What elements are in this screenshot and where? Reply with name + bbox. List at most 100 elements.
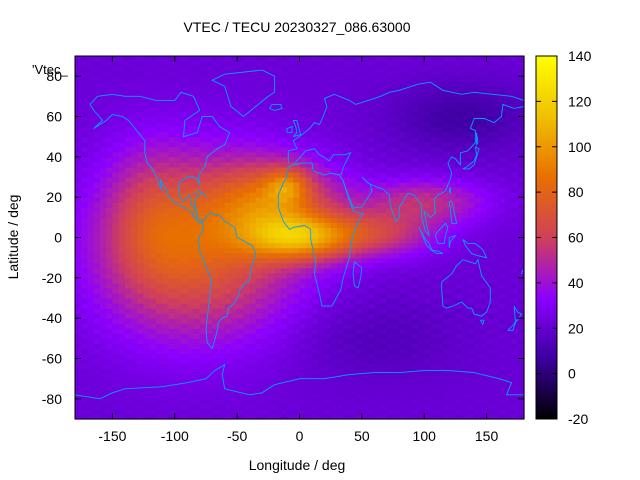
heatmap-cell xyxy=(168,166,176,173)
heatmap-cell xyxy=(143,66,151,72)
heatmap-cell xyxy=(274,313,282,319)
heatmap-cell xyxy=(99,348,107,355)
heatmap-cell xyxy=(205,187,213,193)
heatmap-cell xyxy=(474,207,481,213)
heatmap-cell xyxy=(93,353,101,360)
heatmap-cell xyxy=(99,247,107,254)
heatmap-cell xyxy=(81,86,89,92)
heatmap-cell xyxy=(75,282,82,289)
heatmap-cell xyxy=(505,323,513,329)
heatmap-cell xyxy=(324,262,332,269)
heatmap-cell xyxy=(218,338,226,344)
heatmap-cell xyxy=(486,227,494,234)
heatmap-cell xyxy=(293,378,301,385)
heatmap-cell xyxy=(156,318,163,324)
heatmap-cell xyxy=(480,262,488,269)
heatmap-cell xyxy=(474,146,481,153)
heatmap-cell xyxy=(324,408,332,415)
heatmap-cell xyxy=(399,156,407,163)
heatmap-cell xyxy=(368,237,375,244)
heatmap-cell xyxy=(318,227,326,234)
heatmap-cell xyxy=(417,277,425,284)
heatmap-cell xyxy=(499,151,506,158)
heatmap-cell xyxy=(131,257,138,264)
heatmap-cell xyxy=(168,192,176,198)
heatmap-cell xyxy=(193,182,201,188)
heatmap-cell xyxy=(205,363,213,370)
heatmap-cell xyxy=(349,76,357,82)
heatmap-cell xyxy=(274,91,282,97)
heatmap-cell xyxy=(112,282,120,289)
heatmap-cell xyxy=(274,272,282,279)
heatmap-cell xyxy=(486,393,494,400)
heatmap-cell xyxy=(436,197,444,203)
heatmap-cell xyxy=(486,328,494,334)
heatmap-cell xyxy=(87,247,95,254)
heatmap-cell xyxy=(124,298,132,304)
heatmap-cell xyxy=(262,358,269,365)
heatmap-cell xyxy=(124,151,132,158)
heatmap-cell xyxy=(193,111,201,118)
heatmap-cell xyxy=(355,247,363,254)
heatmap-cell xyxy=(405,353,413,360)
heatmap-cell xyxy=(262,272,269,279)
heatmap-cell xyxy=(249,207,257,213)
heatmap-cell xyxy=(193,257,201,264)
heatmap-cell xyxy=(311,212,319,218)
heatmap-cell xyxy=(424,111,432,118)
heatmap-cell xyxy=(417,353,425,360)
heatmap-cell xyxy=(330,393,338,400)
heatmap-cell xyxy=(287,373,294,380)
heatmap-cell xyxy=(324,76,332,82)
heatmap-cell xyxy=(230,282,238,289)
heatmap-cell xyxy=(318,81,326,87)
heatmap-cell xyxy=(492,111,500,118)
heatmap-cell xyxy=(293,353,301,360)
heatmap-cell xyxy=(449,413,457,420)
heatmap-cell xyxy=(199,308,207,314)
heatmap-cell xyxy=(181,383,188,390)
heatmap-cell xyxy=(243,287,251,294)
heatmap-cell xyxy=(355,353,363,360)
heatmap-cell xyxy=(81,413,89,420)
heatmap-cell xyxy=(343,343,350,350)
heatmap-cell xyxy=(368,393,375,400)
heatmap-cell xyxy=(181,101,188,108)
heatmap-cell xyxy=(212,202,220,208)
heatmap-cell xyxy=(249,161,257,168)
heatmap-cell xyxy=(380,373,388,380)
heatmap-cell xyxy=(162,61,170,67)
heatmap-cell xyxy=(249,292,257,299)
heatmap-cell xyxy=(368,303,375,309)
heatmap-cell xyxy=(168,343,176,350)
heatmap-cell xyxy=(149,353,157,360)
heatmap-cell xyxy=(131,328,138,334)
heatmap-cell xyxy=(311,403,319,410)
heatmap-cell xyxy=(492,131,500,138)
heatmap-cell xyxy=(81,247,89,254)
heatmap-cell xyxy=(156,303,163,309)
heatmap-cell xyxy=(99,151,107,158)
heatmap-cell xyxy=(380,303,388,309)
heatmap-cell xyxy=(199,403,207,410)
heatmap-cell xyxy=(262,91,269,97)
heatmap-cell xyxy=(193,333,201,339)
heatmap-cell xyxy=(305,81,313,87)
heatmap-cell xyxy=(243,151,251,158)
heatmap-cell xyxy=(499,328,506,334)
heatmap-cell xyxy=(324,373,332,380)
heatmap-cell xyxy=(81,292,89,299)
heatmap-cell xyxy=(131,383,138,390)
heatmap-cell xyxy=(149,333,157,339)
heatmap-cell xyxy=(237,393,244,400)
heatmap-cell xyxy=(243,187,251,193)
heatmap-cell xyxy=(442,76,450,82)
heatmap-cell xyxy=(368,192,375,198)
heatmap-cell xyxy=(311,151,319,158)
heatmap-cell xyxy=(336,146,344,153)
heatmap-cell xyxy=(174,262,182,269)
heatmap-cell xyxy=(224,303,232,309)
heatmap-cell xyxy=(486,212,494,218)
heatmap-cell xyxy=(274,343,282,350)
heatmap-cell xyxy=(243,146,251,153)
